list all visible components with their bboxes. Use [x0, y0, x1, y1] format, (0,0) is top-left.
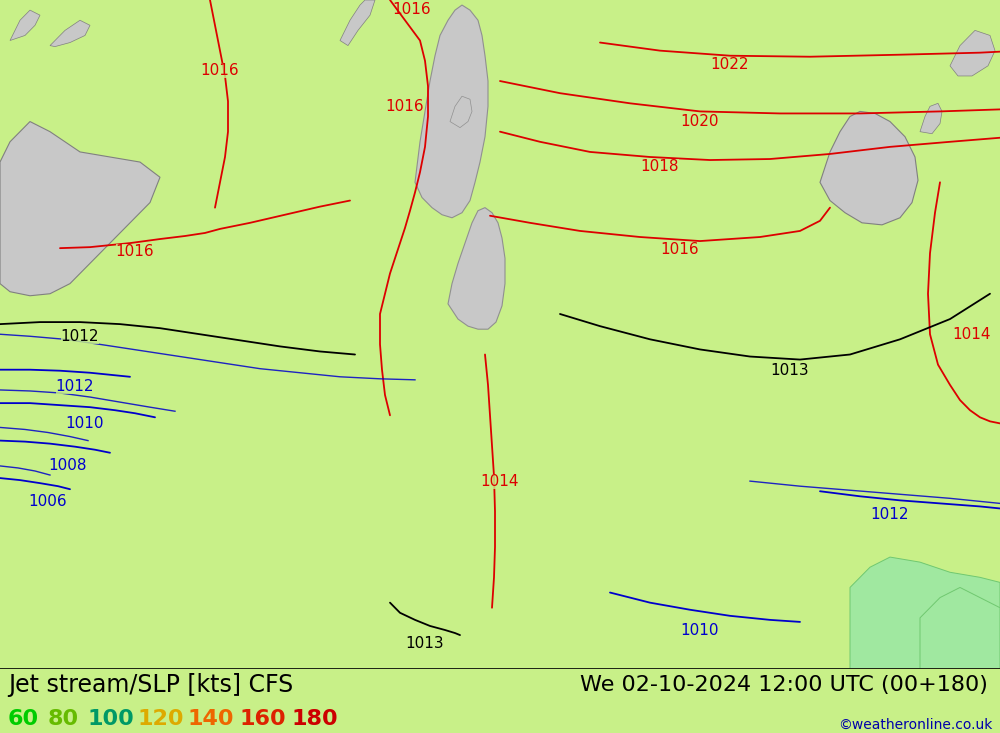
Text: 1014: 1014	[481, 474, 519, 489]
Text: 1010: 1010	[681, 622, 719, 638]
Text: 1016: 1016	[392, 2, 431, 17]
Text: 1014: 1014	[953, 327, 991, 342]
Text: 1018: 1018	[641, 158, 679, 174]
Polygon shape	[10, 10, 40, 40]
Polygon shape	[950, 30, 995, 76]
Text: 60: 60	[8, 709, 39, 729]
Polygon shape	[450, 96, 472, 128]
Text: 160: 160	[240, 709, 287, 729]
Text: Jet stream/SLP [kts] CFS: Jet stream/SLP [kts] CFS	[8, 674, 293, 697]
Polygon shape	[850, 557, 1000, 668]
Text: 1010: 1010	[66, 416, 104, 431]
Text: 1016: 1016	[386, 99, 424, 114]
Text: 1016: 1016	[116, 243, 154, 259]
Text: 1013: 1013	[771, 364, 809, 378]
Polygon shape	[920, 587, 1000, 668]
Text: 80: 80	[48, 709, 79, 729]
Text: 1012: 1012	[871, 507, 909, 522]
Text: 1006: 1006	[29, 494, 67, 509]
Polygon shape	[448, 207, 505, 329]
Polygon shape	[0, 122, 160, 295]
Text: ©weatheronline.co.uk: ©weatheronline.co.uk	[838, 718, 992, 732]
Text: 1012: 1012	[61, 329, 99, 344]
Polygon shape	[50, 21, 90, 47]
Text: 1016: 1016	[661, 242, 699, 257]
Text: 120: 120	[138, 709, 184, 729]
Polygon shape	[820, 111, 918, 225]
Polygon shape	[415, 5, 488, 218]
Polygon shape	[920, 103, 942, 133]
Text: 1020: 1020	[681, 114, 719, 129]
Text: 100: 100	[88, 709, 135, 729]
Polygon shape	[340, 0, 375, 45]
Text: 1022: 1022	[711, 57, 749, 73]
Text: We 02-10-2024 12:00 UTC (00+180): We 02-10-2024 12:00 UTC (00+180)	[580, 675, 988, 696]
Text: 1008: 1008	[49, 458, 87, 474]
Text: 180: 180	[292, 709, 339, 729]
Text: 1012: 1012	[56, 380, 94, 394]
Text: 1016: 1016	[201, 63, 239, 78]
Text: 1013: 1013	[406, 636, 444, 651]
Text: 140: 140	[188, 709, 234, 729]
